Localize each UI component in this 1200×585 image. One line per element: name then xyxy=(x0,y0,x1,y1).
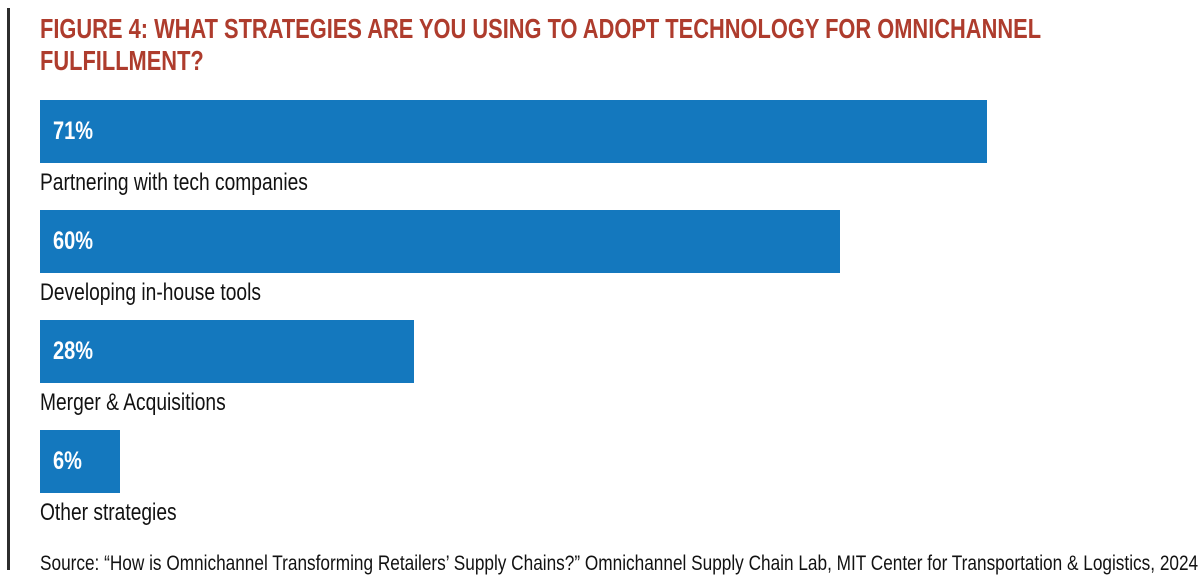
bar: 28% xyxy=(40,320,414,383)
accent-rule xyxy=(7,8,10,570)
figure-title-line-2: FULFILLMENT? xyxy=(40,45,204,76)
source-credit: Source: “How is Omnichannel Transforming… xyxy=(40,552,1199,575)
bar-row: 28% Merger & Acquisitions xyxy=(40,320,1195,417)
bar-category-text: Developing in-house tools xyxy=(40,279,261,306)
bar-category-label: Other strategies xyxy=(40,498,1195,527)
bar-value-label: 71% xyxy=(40,117,103,146)
bar-value-text: 6% xyxy=(53,447,82,475)
bar-category-text: Other strategies xyxy=(40,499,177,526)
bar-chart: 71% Partnering with tech companies 60% Deve… xyxy=(40,100,1195,527)
bar-row: 60% Developing in-house tools xyxy=(40,210,1195,307)
bar-row: 6% Other strategies xyxy=(40,430,1195,527)
bar-value-text: 28% xyxy=(53,337,94,365)
bar-value-text: 60% xyxy=(53,227,94,255)
bar-value-label: 6% xyxy=(40,447,89,476)
bar-row: 71% Partnering with tech companies xyxy=(40,100,1195,197)
figure: FIGURE 4: WHAT STRATEGIES ARE YOU USING … xyxy=(40,0,1199,576)
bar-value-text: 71% xyxy=(53,117,94,145)
figure-title-line-1: FIGURE 4: WHAT STRATEGIES ARE YOU USING … xyxy=(40,13,1042,44)
figure-title: FIGURE 4: WHAT STRATEGIES ARE YOU USING … xyxy=(40,13,1195,77)
bar: 71% xyxy=(40,100,987,163)
bar: 60% xyxy=(40,210,840,273)
bar-value-label: 28% xyxy=(40,337,103,366)
bar-category-label: Partnering with tech companies xyxy=(40,168,1195,197)
bar-category-label: Merger & Acquisitions xyxy=(40,388,1195,417)
bar-value-label: 60% xyxy=(40,227,103,256)
bar: 6% xyxy=(40,430,120,493)
bar-category-text: Merger & Acquisitions xyxy=(40,389,226,416)
bar-category-text: Partnering with tech companies xyxy=(40,169,308,196)
bar-category-label: Developing in-house tools xyxy=(40,278,1195,307)
